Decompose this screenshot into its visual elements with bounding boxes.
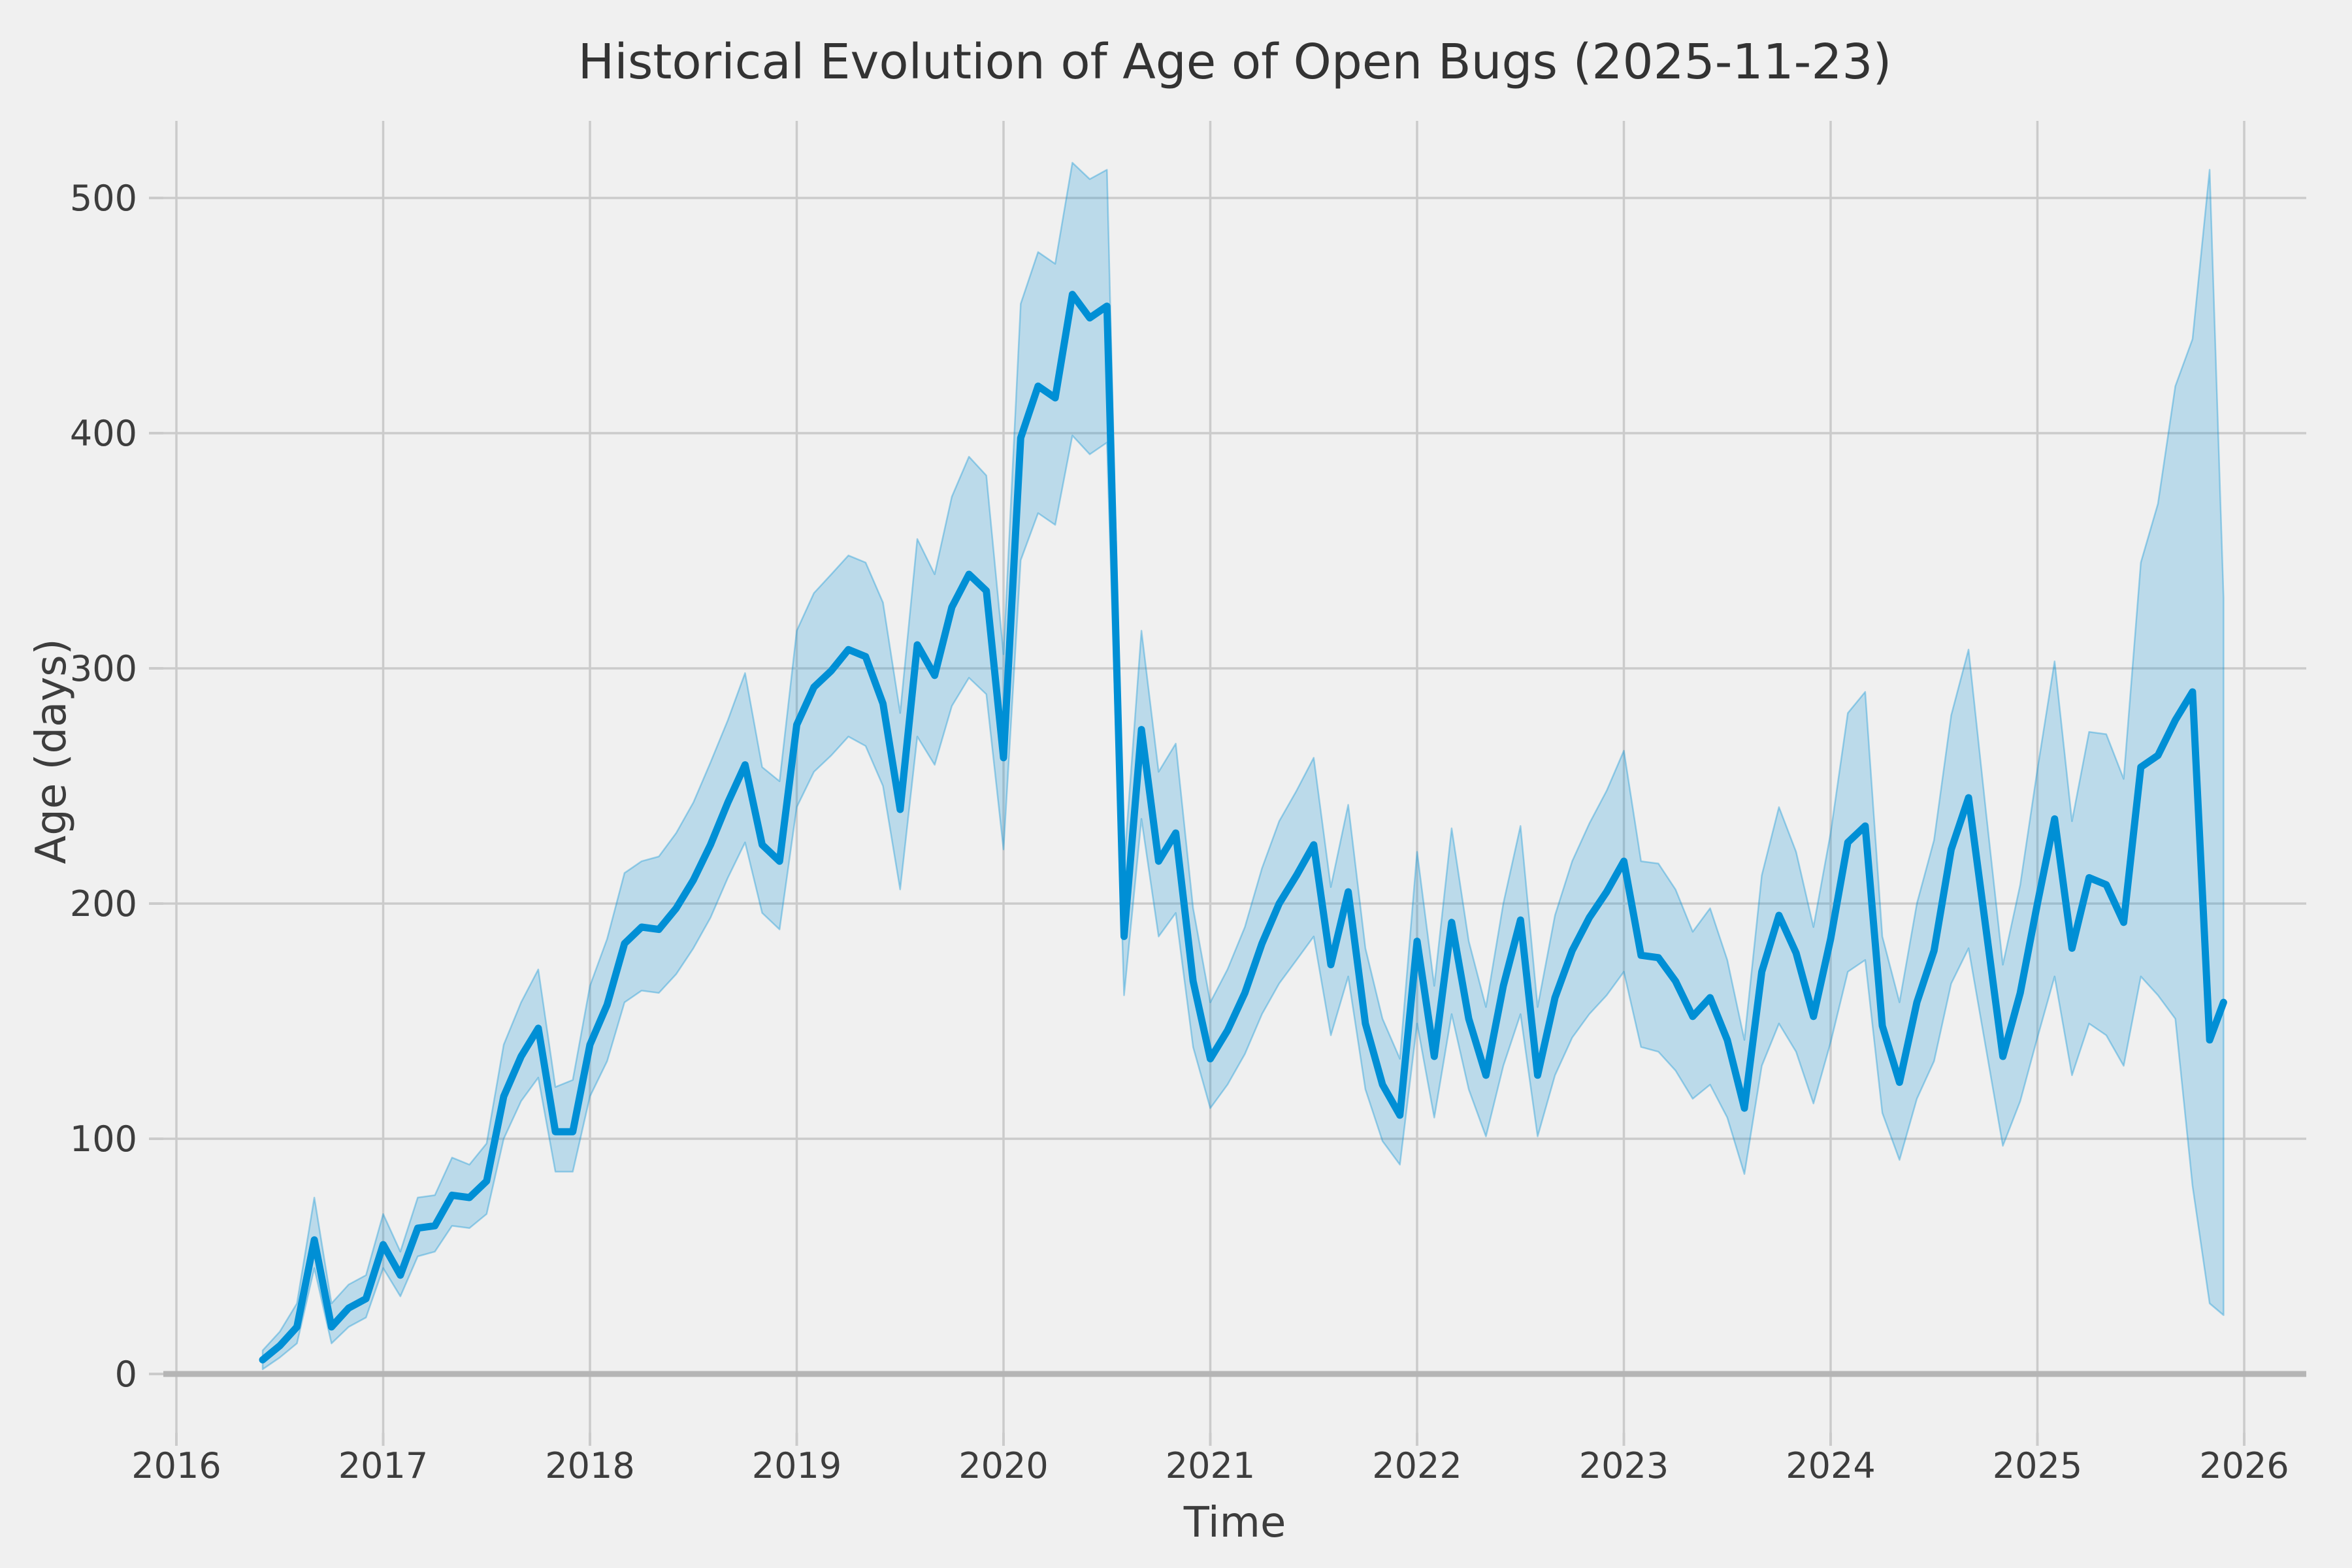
y-tick-label-400: 400: [70, 413, 137, 454]
x-tick-label-2023: 2023: [1579, 1445, 1669, 1486]
x-tick-label-2020: 2020: [958, 1445, 1048, 1486]
x-axis-label: Time: [1183, 1499, 1286, 1547]
y-tick-label-0: 0: [115, 1354, 137, 1395]
x-tick-label-2025: 2025: [1993, 1445, 2082, 1486]
y-tick-label-200: 200: [70, 883, 137, 924]
x-tick-label-2026: 2026: [2199, 1445, 2289, 1486]
y-tick-label-500: 500: [70, 178, 137, 219]
y-tick-label-100: 100: [70, 1119, 137, 1160]
x-tick-label-2021: 2021: [1166, 1445, 1255, 1486]
x-tick-label-2018: 2018: [545, 1445, 634, 1486]
line-layer: [259, 291, 2227, 1364]
band-layer: [261, 161, 2225, 1371]
x-tick-label-2022: 2022: [1372, 1445, 1462, 1486]
y-axis-label: Age (days): [27, 638, 76, 864]
confidence-band: [261, 161, 2225, 1371]
chart-title: Historical Evolution of Age of Open Bugs…: [578, 34, 1892, 90]
x-tick-label-2019: 2019: [752, 1445, 841, 1486]
trend-line: [259, 291, 2227, 1364]
tick-layer: 2016 2017 2018 2019 2020 2021 2022 2023 2024 2025…: [70, 178, 2289, 1486]
x-tick-label-2016: 2016: [131, 1445, 221, 1486]
x-tick-label-2024: 2024: [1786, 1445, 1875, 1486]
y-tick-label-300: 300: [70, 648, 137, 689]
x-tick-label-2017: 2017: [338, 1445, 428, 1486]
grid-layer: [149, 121, 2306, 1446]
